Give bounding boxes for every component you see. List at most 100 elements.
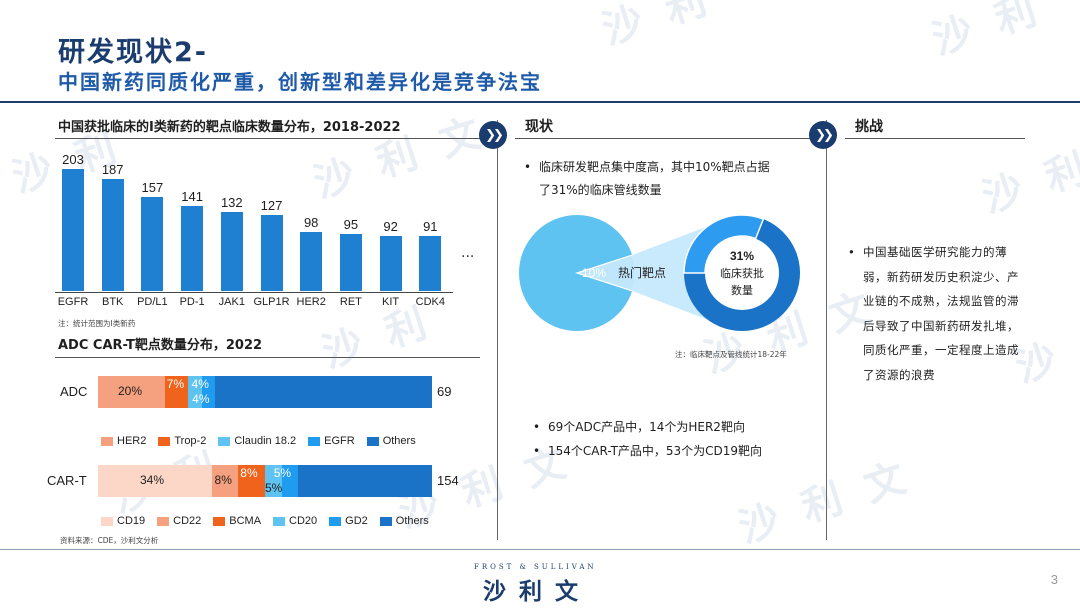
legend-item: HER2	[101, 435, 146, 447]
legend-swatch	[273, 516, 286, 526]
bar	[101, 178, 124, 291]
bar-chart-ellipsis: ···	[461, 249, 475, 265]
bar	[339, 233, 362, 291]
legend-label: CD22	[173, 515, 202, 527]
bar-segment-label: 4%	[191, 377, 209, 391]
bar	[181, 206, 204, 291]
adc-total: 69	[437, 384, 452, 399]
legend-swatch	[218, 436, 231, 446]
bar-segment-label: 5%	[265, 481, 283, 495]
legend-item: Claudin 18.2	[218, 435, 296, 447]
legend-swatch	[213, 516, 226, 526]
legend-item: BCMA	[213, 515, 261, 527]
source-note: 资料来源：CDE，沙利文分析	[60, 536, 159, 545]
bar	[220, 211, 243, 291]
legend-label: BCMA	[229, 515, 262, 527]
legend-item: GD2	[329, 515, 368, 527]
bar-segment-egfr	[201, 376, 215, 408]
legend-item: CD20	[273, 515, 317, 527]
bar-category-label: JAK1	[218, 296, 245, 308]
column-divider	[497, 120, 498, 540]
legend-swatch	[158, 436, 171, 446]
legend-item: CD22	[157, 515, 201, 527]
donut-center-value: 31%	[730, 249, 754, 263]
adc-cart-title: ADC CAR-T靶点数量分布，2022	[58, 338, 263, 353]
pie-callout-label: 热门靶点	[618, 265, 666, 280]
logo: 沙利文	[483, 579, 591, 605]
bar	[300, 232, 323, 291]
legend-label: HER2	[117, 435, 147, 447]
legend-item: Others	[379, 515, 429, 527]
watermark: 沙 利	[596, 0, 718, 54]
legend-label: CD19	[117, 515, 146, 527]
status-header: 现状	[525, 119, 553, 135]
bar-category-label: BTK	[101, 296, 124, 308]
legend-label: Others	[395, 515, 429, 527]
bar-segment-trop-2	[164, 376, 189, 408]
bar-value-label: 157	[141, 179, 164, 195]
adc-row-label: ADC	[60, 384, 88, 399]
adc-cart-title-rule	[55, 357, 480, 358]
bar-segment-bcma	[238, 465, 265, 497]
bar-category-label: KIT	[382, 296, 400, 308]
watermark: 沙 利	[976, 143, 1080, 222]
bar-segment-label: 20%	[118, 384, 143, 398]
bar-value-label: 141	[181, 189, 203, 205]
bar	[379, 235, 402, 291]
bar	[141, 196, 164, 291]
legend-label: GD2	[345, 515, 368, 527]
bar-segment-label: 4%	[192, 392, 210, 406]
bar-category-label: PD/L1	[137, 296, 168, 308]
bar-segment-label: 8%	[214, 473, 232, 487]
bar-chart-axis	[55, 292, 453, 293]
bar-segment-gd2	[281, 465, 299, 497]
legend-label: Others	[382, 435, 416, 447]
bar-value-label: 127	[260, 197, 283, 213]
page-title: 研发现状2-	[58, 37, 208, 68]
bar-segment-cd22	[211, 465, 239, 497]
legend-label: Trop-2	[174, 435, 207, 447]
chevron-right-icon: ❯❯	[479, 121, 507, 149]
legend-label: EGFR	[324, 435, 355, 447]
legend-swatch	[101, 516, 113, 526]
bar-segment-cd20	[265, 465, 282, 497]
bar-segment-others	[298, 465, 432, 497]
legend-label: Claudin 18.2	[234, 435, 297, 447]
status-bullet: • 69个ADC产品中，14个为HER2靶向	[533, 420, 745, 434]
bar-category-label: GLP1R	[253, 296, 290, 308]
challenge-bullet: • 中国基础医学研究能力的薄弱，新药研发历史积淀少、产业链的不成熟，法规监管的滞后…	[848, 245, 1019, 382]
bar-segment-cd19	[98, 465, 212, 497]
bar-chart-note: 注：统计范围为I类新药	[58, 319, 136, 328]
footer-rule	[0, 549, 1080, 550]
bar-value-label: 132	[220, 194, 243, 210]
bar-value-label: 95	[343, 216, 359, 232]
donut-center-label: 临床获批	[720, 266, 764, 280]
bar-segment-label: 5%	[273, 466, 292, 480]
bar-chart-title: 中国获批临床的I类新药的靶点临床数量分布，2018-2022	[58, 120, 401, 135]
page-number: 3	[1050, 572, 1058, 587]
legend-swatch	[157, 516, 170, 526]
bar-category-label: RET	[339, 296, 362, 308]
cart-stacked-bar: 34% 8% 8% 5% 5%	[98, 465, 432, 497]
bar-category-label: EGFR	[57, 296, 89, 308]
bar-segment-label: 34%	[140, 473, 165, 487]
status-bullet: • 临床研发靶点集中度高，其中10%靶点占据了31%的临床管线数量	[524, 160, 770, 197]
bar-value-label: 187	[101, 161, 124, 177]
legend-label: CD20	[289, 515, 318, 527]
legend-item: Others	[366, 435, 416, 447]
cart-row-label: CAR-T	[47, 473, 87, 488]
bar-segment-her2	[98, 376, 165, 408]
logo-english: FROST & SULLIVAN	[474, 563, 597, 571]
adc-legend: HER2 Trop-2 Claudin 18.2 EGFR Others	[101, 435, 416, 447]
challenge-header: 挑战	[855, 119, 883, 135]
bar-chart-title-rule	[55, 138, 480, 139]
bar-value-label: 98	[303, 215, 319, 231]
legend-item: Trop-2	[158, 435, 206, 447]
bar-category-label: HER2	[296, 296, 326, 308]
bar-category-label: PD-1	[179, 296, 205, 308]
donut-center-label: 数量	[731, 284, 753, 297]
legend-swatch	[329, 516, 342, 526]
bar-value-label: 92	[383, 218, 398, 234]
status-bullet: • 154个CAR-T产品中，53个为CD19靶向	[533, 444, 763, 458]
legend-item: CD19	[101, 515, 145, 527]
